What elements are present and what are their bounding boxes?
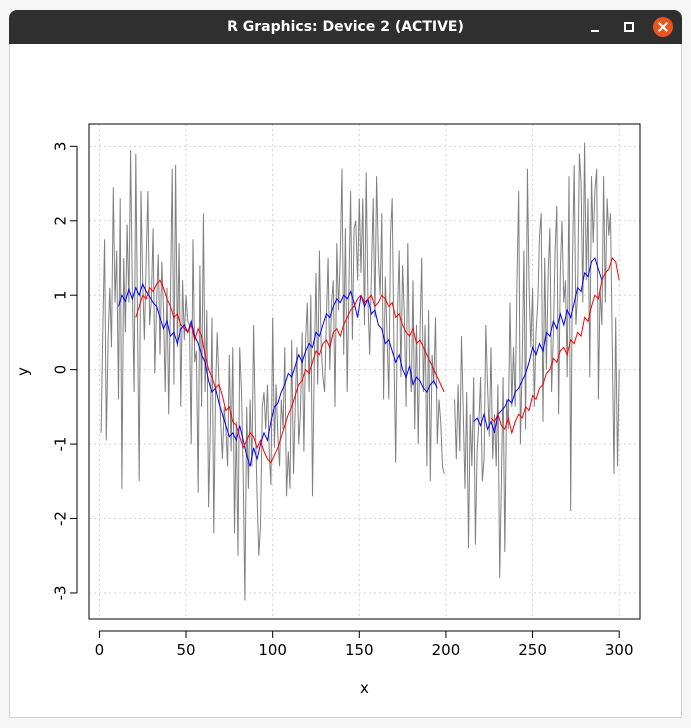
series-line-red	[490, 257, 620, 435]
series-line-blue	[473, 257, 603, 434]
minimize-icon[interactable]	[585, 17, 605, 37]
y-tick-label: -3	[52, 585, 70, 600]
maximize-icon[interactable]	[619, 17, 639, 37]
y-tick-label: 3	[52, 142, 70, 152]
series-line-raw	[454, 142, 620, 579]
window-title: R Graphics: Device 2 (ACTIVE)	[227, 19, 464, 35]
y-tick-label: 0	[52, 365, 70, 375]
close-icon[interactable]	[653, 17, 673, 37]
series-layer	[100, 142, 620, 601]
x-tick-label: 300	[605, 641, 634, 659]
x-axis-label: x	[360, 679, 369, 697]
axes: 0 50 100 150 200 250 300 -3 -2 -1 0 1 2 3	[52, 142, 634, 659]
y-tick-label: -2	[52, 511, 70, 526]
y-tick-label: 2	[52, 216, 70, 226]
x-tick-label: 250	[518, 641, 547, 659]
y-axis-label: y	[14, 367, 32, 376]
x-tick-label: 0	[95, 641, 105, 659]
x-tick-label: 150	[345, 641, 374, 659]
series-line-red	[135, 279, 445, 464]
x-tick-label: 50	[176, 641, 195, 659]
series-line-raw	[100, 150, 445, 601]
grid	[89, 124, 640, 619]
series-line-blue	[118, 282, 438, 467]
y-tick-label: 1	[52, 290, 70, 300]
y-tick-label: -1	[52, 437, 70, 452]
title-bar[interactable]: R Graphics: Device 2 (ACTIVE)	[9, 10, 682, 44]
x-tick-label: 200	[432, 641, 461, 659]
x-tick-label: 100	[258, 641, 287, 659]
plot-box	[88, 123, 641, 620]
